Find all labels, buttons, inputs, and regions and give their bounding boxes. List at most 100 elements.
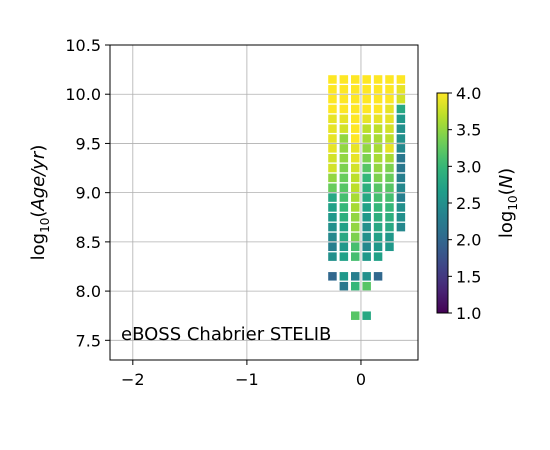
heatmap-cell bbox=[373, 203, 383, 212]
heatmap-cell bbox=[328, 232, 337, 242]
heatmap-cell bbox=[396, 222, 406, 232]
heatmap-cell bbox=[351, 193, 360, 202]
y-tick-label: 8.5 bbox=[76, 233, 101, 252]
heatmap-cell bbox=[362, 114, 371, 124]
colorbar-tick-label: 3.0 bbox=[456, 157, 481, 176]
x-tick-label: −1 bbox=[235, 370, 259, 389]
heatmap-cell bbox=[373, 193, 383, 202]
colorbar-tick-label: 4.0 bbox=[456, 84, 481, 103]
heatmap-cell bbox=[351, 153, 360, 163]
heatmap-cell bbox=[351, 222, 360, 232]
heatmap-cell bbox=[385, 104, 394, 114]
heatmap-cell bbox=[351, 232, 360, 242]
heatmap-cell bbox=[385, 173, 394, 183]
heatmap-cell bbox=[351, 134, 360, 143]
heatmap-cell bbox=[396, 94, 406, 104]
heatmap-cell bbox=[396, 124, 406, 133]
heatmap-cell bbox=[351, 281, 360, 291]
heatmap-cell bbox=[373, 252, 383, 261]
y-tick-label: 10.0 bbox=[65, 85, 101, 104]
heatmap-cell bbox=[385, 193, 394, 202]
heatmap-cell bbox=[373, 124, 383, 133]
heatmap-cell bbox=[362, 242, 371, 252]
heatmap-cell bbox=[328, 75, 337, 84]
heatmap-cell bbox=[385, 144, 394, 153]
heatmap-cell bbox=[351, 94, 360, 104]
heatmap-cell bbox=[385, 203, 394, 212]
heatmap-cell bbox=[396, 104, 406, 114]
heatmap-cell bbox=[362, 272, 371, 281]
plot-area bbox=[110, 45, 418, 360]
heatmap-cell bbox=[351, 272, 360, 281]
heatmap-cell bbox=[385, 222, 394, 232]
heatmap-cell bbox=[362, 124, 371, 133]
heatmap-cell bbox=[339, 144, 349, 153]
heatmap-cell bbox=[385, 124, 394, 133]
heatmap-cell bbox=[362, 213, 371, 222]
heatmap-cell bbox=[396, 173, 406, 183]
heatmap-cell bbox=[339, 163, 349, 173]
heatmap-cell bbox=[362, 134, 371, 143]
colorbar-tick-label: 2.5 bbox=[456, 194, 481, 213]
heatmap-cell bbox=[328, 252, 337, 261]
heatmap-cell bbox=[373, 232, 383, 242]
heatmap-cell bbox=[385, 94, 394, 104]
heatmap-cell bbox=[396, 144, 406, 153]
heatmap-cell bbox=[339, 272, 349, 281]
heatmap-cell bbox=[351, 203, 360, 212]
colorbar bbox=[436, 92, 449, 314]
heatmap-cell bbox=[362, 281, 371, 291]
heatmap-cell bbox=[351, 311, 360, 320]
heatmap-cell bbox=[339, 193, 349, 202]
heatmap-cell bbox=[328, 183, 337, 192]
heatmap-cell bbox=[339, 183, 349, 192]
heatmap-cell bbox=[339, 222, 349, 232]
heatmap-cell bbox=[385, 75, 394, 84]
heatmap-cell bbox=[351, 183, 360, 192]
heatmap-cell bbox=[339, 173, 349, 183]
heatmap-cell bbox=[328, 134, 337, 143]
heatmap-cell bbox=[396, 203, 406, 212]
heatmap-cell bbox=[373, 75, 383, 84]
colorbar-tick-label: 2.0 bbox=[456, 231, 481, 250]
heatmap-cell bbox=[328, 85, 337, 94]
heatmap-cell bbox=[396, 163, 406, 173]
heatmap-cell bbox=[396, 153, 406, 163]
heatmap-cell bbox=[328, 163, 337, 173]
heatmap-cell bbox=[362, 85, 371, 94]
heatmap-cell bbox=[351, 163, 360, 173]
heatmap-cell bbox=[373, 213, 383, 222]
heatmap-cell bbox=[385, 163, 394, 173]
heatmap-cell bbox=[339, 124, 349, 133]
x-tick-label: −2 bbox=[121, 370, 145, 389]
heatmap-cell bbox=[385, 153, 394, 163]
heatmap-cell bbox=[385, 85, 394, 94]
panel-annotation: eBOSS Chabrier STELIB bbox=[121, 324, 331, 345]
heatmap-cell bbox=[362, 203, 371, 212]
heatmap-cell bbox=[373, 183, 383, 192]
heatmap-cell bbox=[362, 173, 371, 183]
y-tick-label: 7.5 bbox=[76, 331, 101, 350]
heatmap-cell bbox=[351, 144, 360, 153]
plot-frame bbox=[109, 44, 419, 361]
heatmap-cell bbox=[328, 94, 337, 104]
x-tick-label: 0 bbox=[356, 370, 366, 389]
heatmap-cell bbox=[339, 75, 349, 84]
heatmap-cell bbox=[328, 144, 337, 153]
heatmap-cell bbox=[362, 144, 371, 153]
heatmap-cell bbox=[362, 153, 371, 163]
colorbar-tick-label: 1.0 bbox=[456, 304, 481, 323]
heatmap-cell bbox=[339, 114, 349, 124]
heatmap-cell bbox=[351, 213, 360, 222]
heatmap-cell bbox=[373, 144, 383, 153]
heatmap-cell bbox=[362, 183, 371, 192]
y-tick-label: 10.5 bbox=[65, 36, 101, 55]
heatmap-cell bbox=[328, 114, 337, 124]
heatmap-cell bbox=[339, 104, 349, 114]
heatmap-cell bbox=[362, 193, 371, 202]
heatmap-cell bbox=[396, 85, 406, 94]
colorbar-title: log10(N) bbox=[496, 168, 520, 238]
heatmap-cell bbox=[328, 173, 337, 183]
heatmap-cell bbox=[373, 163, 383, 173]
